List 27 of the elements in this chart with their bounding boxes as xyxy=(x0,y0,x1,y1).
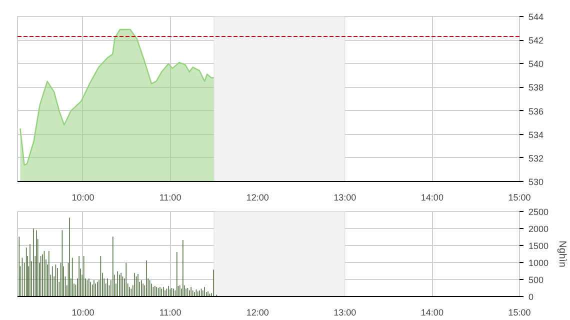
x-tick-label: 11:00 xyxy=(159,192,182,202)
y-tick-label: 544 xyxy=(528,12,544,22)
y-tick-label: 542 xyxy=(528,36,544,46)
x-tick-label: 10:00 xyxy=(72,308,94,318)
y-tick-label: 2000 xyxy=(528,224,549,234)
y-tick-label: 530 xyxy=(528,177,544,187)
x-tick-label: 14:00 xyxy=(420,308,444,318)
y-tick-label: 538 xyxy=(528,82,544,93)
y-tick-label: 532 xyxy=(528,153,544,164)
y-tick-label: 540 xyxy=(528,59,544,70)
x-tick-label: 10:00 xyxy=(72,192,94,202)
x-tick-label: 11:00 xyxy=(159,308,182,318)
x-tick-label: 13:00 xyxy=(334,308,356,318)
y-tick-label: 2500 xyxy=(528,207,549,217)
y-tick-label: 536 xyxy=(528,106,544,116)
x-tick-label: 12:00 xyxy=(246,308,269,318)
x-tick-label: 12:00 xyxy=(246,192,269,202)
y-tick-label: 534 xyxy=(528,130,544,140)
x-tick-label: 15:00 xyxy=(508,308,531,318)
y-tick-label: 1500 xyxy=(528,241,549,251)
y-tick-label: 0 xyxy=(528,292,534,302)
y-tick-label: 500 xyxy=(528,275,544,285)
x-tick-label: 14:00 xyxy=(420,192,444,202)
y-tick-label: 1000 xyxy=(528,258,549,268)
y-axis-title: Nghìn xyxy=(556,240,568,268)
x-tick-label: 13:00 xyxy=(334,192,356,202)
x-tick-label: 15:00 xyxy=(508,192,531,202)
